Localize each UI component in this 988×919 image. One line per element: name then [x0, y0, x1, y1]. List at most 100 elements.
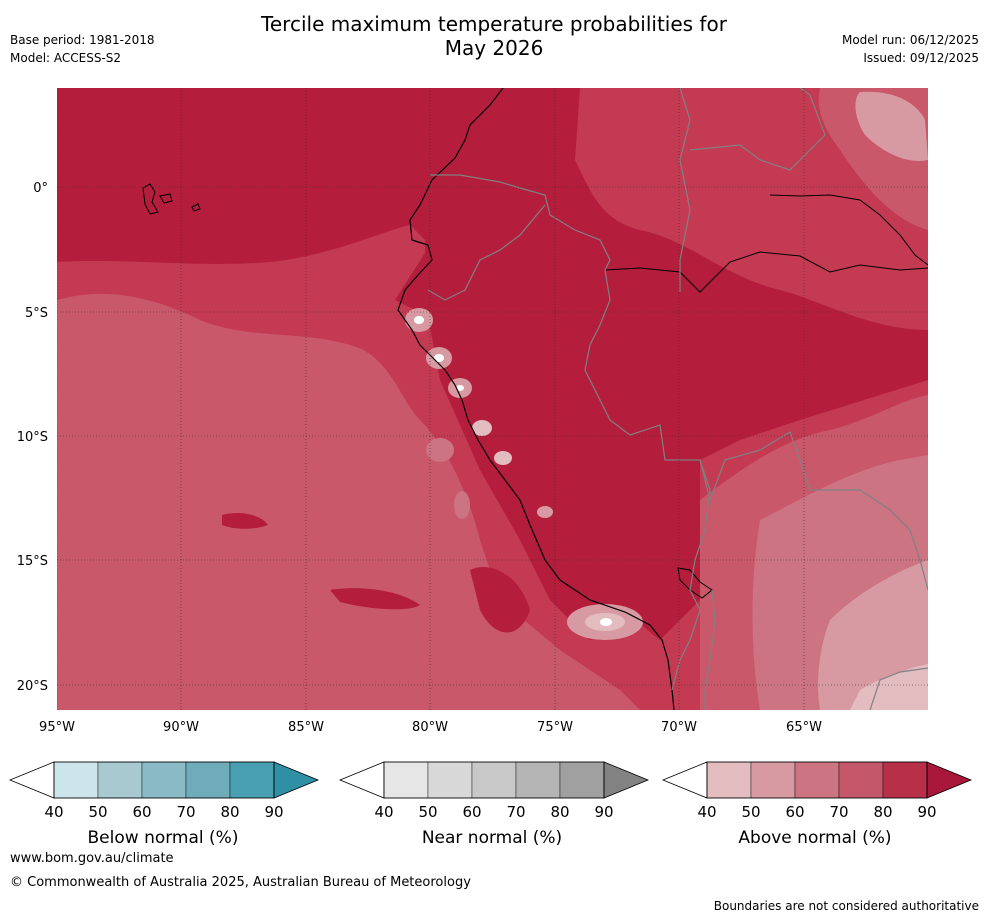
colorbar-above-segment — [794, 761, 840, 799]
border-peru-brazil — [584, 269, 711, 501]
colorbar-above-outline — [706, 761, 928, 799]
colorbar-below-arrow-left — [8, 761, 55, 799]
gridlines — [57, 88, 928, 710]
colorbar-above-segment — [750, 761, 796, 799]
border-ecuador-peru — [427, 204, 546, 301]
colorbar-near-arrow-right — [603, 761, 650, 799]
colorbar-below-segment — [185, 761, 231, 799]
model-name: Model: ACCESS-S2 — [10, 51, 122, 65]
colorbar-below-segment — [141, 761, 187, 799]
contour-90-patch-3 — [470, 566, 530, 633]
colorbar-above-normal: 40 50 60 70 80 90 — [661, 761, 973, 821]
coastline-south-america — [397, 88, 675, 710]
colorbar-near-segment — [471, 761, 517, 799]
border-peru-bolivia — [671, 459, 711, 691]
footer-disclaimer: Boundaries are not considered authoritat… — [713, 899, 979, 913]
light-patch-south-core — [600, 618, 612, 626]
colorbar-above-tick: 50 — [741, 803, 760, 821]
coastal-spot-8 — [537, 506, 553, 518]
colorbar-below-tick: 50 — [88, 803, 107, 821]
base-period: Base period: 1981-2018 — [10, 33, 155, 47]
colorbar-near-tick: 70 — [506, 803, 525, 821]
border-bolivia-chile — [704, 589, 716, 710]
colorbar-above-tick: 70 — [829, 803, 848, 821]
contour-90-patch-1 — [330, 588, 420, 610]
colorbar-below-tick: 80 — [220, 803, 239, 821]
colorbar-below-tick: 90 — [264, 803, 283, 821]
border-colombia-peru — [430, 174, 611, 271]
colorbar-below-outline — [53, 761, 275, 799]
colorbar-label-near: Near normal (%) — [422, 828, 562, 848]
colorbar-near-outline — [383, 761, 605, 799]
colorbar-near-arrow-left — [338, 761, 385, 799]
lake-titicaca — [677, 567, 713, 599]
lat-tick-0: 0° — [33, 181, 48, 196]
contour-90-patch-2 — [222, 513, 268, 529]
coastal-spot-5 — [494, 451, 512, 465]
lon-tick-80w: 80°W — [412, 720, 448, 735]
lon-tick-labels: 95°W 90°W 85°W 80°W 75°W 70°W 65°W — [39, 720, 822, 735]
coastal-spot-1-core — [414, 316, 424, 324]
colorbar-above-arrow-left — [661, 761, 708, 799]
colorbar-above-tick: 40 — [697, 803, 716, 821]
colorbar-near-tick: 90 — [594, 803, 613, 821]
colorbar-above-tick: 60 — [785, 803, 804, 821]
colorbar-label-below: Below normal (%) — [88, 828, 239, 848]
meta-left: Base period: 1981-2018 Model: ACCESS-S2 — [10, 31, 155, 67]
title-line-2: May 2026 — [444, 36, 544, 60]
galapagos-island-3 — [191, 203, 201, 212]
title-line-1: Tercile maximum temperature probabilitie… — [261, 12, 727, 36]
footer-url[interactable]: www.bom.gov.au/climate — [10, 851, 174, 866]
lon-tick-85w: 85°W — [288, 720, 324, 735]
colorbar-above-tick: 90 — [917, 803, 936, 821]
lon-tick-75w: 75°W — [537, 720, 573, 735]
border-bolivia-brazil — [709, 431, 928, 591]
lon-tick-65w: 65°W — [786, 720, 822, 735]
colorbar-below-tick: 70 — [176, 803, 195, 821]
colorbar-near-tick: 60 — [462, 803, 481, 821]
issued-date: Issued: 09/12/2025 — [863, 51, 979, 65]
footer-copyright: © Commonwealth of Australia 2025, Austra… — [10, 875, 471, 890]
colorbar-below-segment — [53, 761, 99, 799]
lat-tick-labels: 0° 5°S 10°S 15°S 20°S — [17, 181, 48, 694]
lon-tick-90w: 90°W — [163, 720, 199, 735]
colorbar-below-arrow-right — [273, 761, 320, 799]
border-colombia-brazil — [679, 88, 691, 292]
galapagos-island-2 — [159, 193, 173, 204]
contour-40-se — [850, 664, 928, 710]
lon-tick-70w: 70°W — [661, 720, 697, 735]
colorbar-above-segment — [706, 761, 752, 799]
colorbar-near-segment — [427, 761, 473, 799]
coastal-spot-4 — [472, 420, 492, 436]
colorbar-below-tick: 40 — [44, 803, 63, 821]
colorbar-near-normal: 40 50 60 70 80 90 — [338, 761, 650, 821]
colorbar-near-segment — [383, 761, 429, 799]
contour-50-ne — [855, 91, 928, 161]
colorbar-above-segment — [882, 761, 928, 799]
colorbar-near-segment — [515, 761, 561, 799]
map-area — [57, 88, 928, 710]
colorbar-above-tick: 80 — [873, 803, 892, 821]
colorbar-below-segment — [97, 761, 143, 799]
border-argentina — [869, 667, 928, 710]
colorbar-below-normal: 40 50 60 70 80 90 — [8, 761, 320, 821]
colorbar-near-segment — [559, 761, 605, 799]
negro-river — [769, 194, 928, 266]
colorbar-near-tick: 40 — [374, 803, 393, 821]
lat-tick-5s: 5°S — [25, 306, 48, 321]
coastal-spot-6 — [426, 438, 454, 462]
coastal-spot-2-core — [434, 354, 444, 362]
colorbar-above-arrow-right — [926, 761, 973, 799]
lon-tick-95w: 95°W — [39, 720, 75, 735]
galapagos-island-1 — [142, 183, 159, 215]
colorbar-above-segment — [838, 761, 884, 799]
colorbar-below-tick: 60 — [132, 803, 151, 821]
amazon-river — [604, 251, 928, 293]
model-run: Model run: 06/12/2025 — [841, 33, 979, 47]
coastal-spot-7 — [454, 491, 470, 519]
coastal-spot-3-core — [456, 385, 464, 391]
border-venezuela — [689, 88, 826, 171]
colorbar-near-tick: 80 — [550, 803, 569, 821]
chart-title: Tercile maximum temperature probabilitie… — [200, 12, 788, 60]
